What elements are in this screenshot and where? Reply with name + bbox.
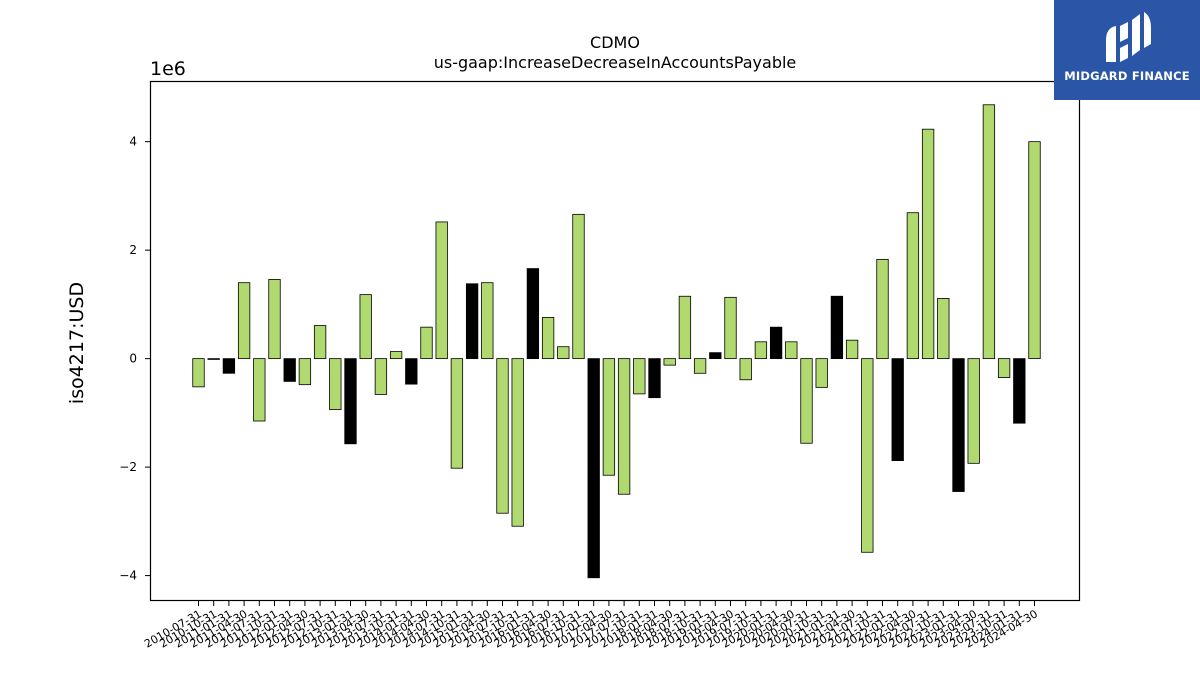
bar — [465, 283, 479, 360]
bar — [298, 358, 312, 386]
bar — [268, 279, 281, 360]
bar — [663, 358, 676, 366]
bar — [313, 325, 327, 360]
bar — [344, 358, 357, 445]
bar — [420, 326, 433, 360]
y-axis-scale-label: 1e6 — [150, 58, 186, 80]
bar — [511, 358, 524, 527]
chart-title: CDMO — [590, 33, 640, 52]
bar — [237, 282, 251, 360]
brand-logo: MIDGARD FINANCE — [1054, 0, 1200, 100]
bar — [496, 358, 509, 514]
bar — [800, 358, 813, 444]
y-axis-label: iso4217:USD — [66, 282, 88, 404]
bar — [633, 358, 646, 395]
bar — [587, 358, 600, 579]
bar — [982, 104, 996, 360]
bar — [724, 296, 737, 360]
bar — [997, 358, 1011, 379]
bar — [921, 128, 935, 360]
bar — [739, 358, 752, 381]
bar — [283, 358, 296, 382]
bar — [709, 352, 722, 360]
bar — [769, 326, 783, 360]
bar — [906, 212, 920, 360]
bar — [435, 221, 448, 360]
bar — [450, 358, 464, 469]
bar — [192, 358, 205, 388]
bars-group — [192, 104, 1041, 579]
bar — [207, 358, 220, 360]
bar — [830, 295, 844, 360]
bar — [678, 295, 692, 360]
bar — [952, 358, 965, 492]
y-tick-label: −2 — [119, 460, 137, 474]
chart-subtitle: us-gaap:IncreaseDecreaseInAccountsPayabl… — [434, 53, 797, 72]
brand-logo-icon — [1106, 12, 1151, 62]
bar — [967, 358, 980, 464]
y-tick-label: −4 — [119, 569, 137, 583]
bar — [861, 358, 874, 553]
bar — [1028, 141, 1041, 360]
bar — [329, 358, 342, 411]
bar — [617, 358, 631, 495]
bar — [389, 351, 403, 360]
bar — [253, 358, 266, 422]
bar — [815, 358, 828, 388]
bar — [876, 258, 889, 360]
bar — [374, 358, 388, 395]
plot-area-frame — [149, 80, 1081, 602]
bar — [526, 268, 540, 360]
y-tick-label: 0 — [129, 352, 137, 366]
bar — [937, 298, 950, 360]
bar — [693, 358, 707, 374]
bar — [481, 282, 494, 360]
y-tick-label: 2 — [129, 243, 137, 257]
bar — [785, 341, 798, 360]
bar — [754, 341, 768, 360]
y-axis-ticks: −4 −2 0 2 4 — [119, 135, 151, 583]
x-axis-ticks: 2010-07-312010-10-312011-01-312011-04-30… — [142, 600, 1040, 651]
bar — [572, 213, 585, 360]
bar — [1013, 358, 1026, 424]
y-tick-label: 4 — [129, 135, 137, 149]
bar — [359, 294, 372, 360]
bar — [541, 317, 555, 360]
bar — [222, 358, 236, 374]
bar — [405, 358, 418, 385]
bar — [648, 358, 661, 399]
bar — [602, 358, 616, 476]
bar — [557, 346, 570, 360]
bar — [891, 358, 904, 462]
bar — [845, 339, 859, 360]
brand-name: MIDGARD FINANCE — [1064, 69, 1190, 83]
